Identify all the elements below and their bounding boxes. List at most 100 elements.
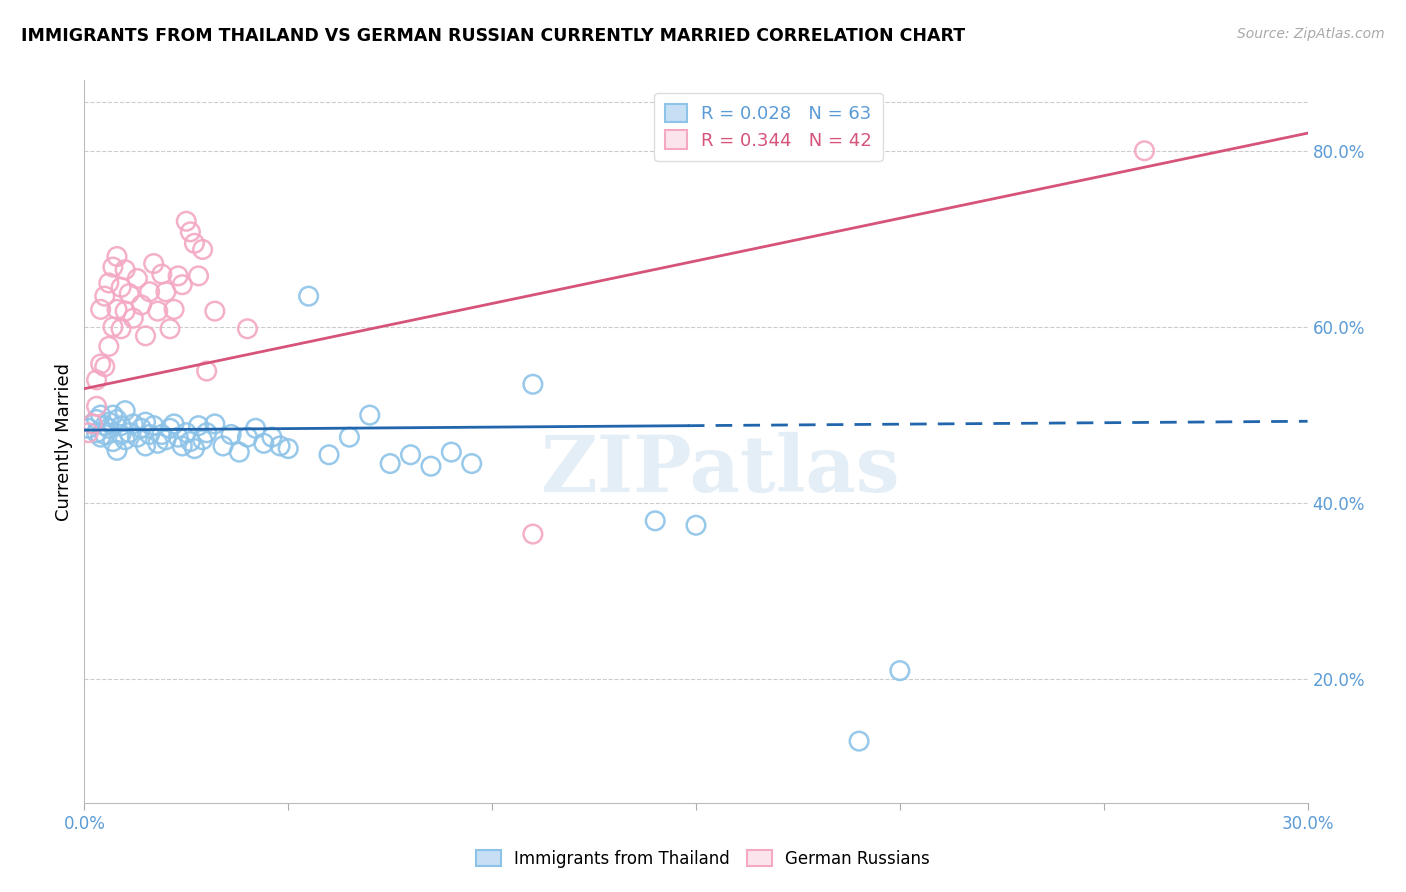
Point [277, 442, 299, 456]
Point [127, 271, 149, 285]
Point [77, 421, 100, 435]
Point [146, 304, 169, 318]
Point [179, 225, 201, 239]
Point [118, 425, 141, 440]
Point [236, 430, 259, 444]
Point [889, 664, 911, 678]
Point [101, 260, 124, 274]
Point [174, 214, 197, 228]
Point [93, 418, 115, 433]
Point [155, 285, 177, 299]
Point [685, 518, 707, 533]
Point [174, 425, 197, 440]
Point [93, 359, 115, 374]
Point [146, 436, 169, 450]
Point [195, 425, 218, 440]
Point [187, 268, 209, 283]
Point [522, 527, 544, 541]
Point [195, 364, 218, 378]
Point [318, 448, 340, 462]
Point [97, 276, 120, 290]
Point [135, 439, 157, 453]
Point [86, 399, 108, 413]
Point [93, 289, 115, 303]
Point [298, 289, 321, 303]
Point [183, 442, 205, 456]
Point [127, 430, 149, 444]
Point [86, 425, 108, 440]
Point [212, 439, 235, 453]
Text: Source: ZipAtlas.com: Source: ZipAtlas.com [1237, 27, 1385, 41]
Point [105, 412, 128, 426]
Point [204, 304, 226, 318]
Point [114, 304, 136, 318]
Point [183, 236, 205, 251]
Point [159, 322, 181, 336]
Point [82, 417, 104, 431]
Point [105, 250, 128, 264]
Point [159, 421, 181, 435]
Point [359, 408, 381, 422]
Point [114, 403, 136, 417]
Point [1133, 144, 1156, 158]
Point [110, 322, 132, 336]
Point [172, 277, 194, 292]
Point [179, 434, 201, 449]
Point [142, 256, 165, 270]
Point [380, 457, 402, 471]
Point [187, 418, 209, 433]
Point [101, 408, 124, 422]
Text: ZIPatlas: ZIPatlas [541, 433, 900, 508]
Point [122, 417, 145, 431]
Point [522, 377, 544, 392]
Point [260, 430, 283, 444]
Point [269, 439, 291, 453]
Point [135, 328, 157, 343]
Point [90, 357, 112, 371]
Point [105, 302, 128, 317]
Point [172, 439, 194, 453]
Point [86, 412, 108, 426]
Legend: Immigrants from Thailand, German Russians: Immigrants from Thailand, German Russian… [470, 844, 936, 875]
Point [219, 427, 242, 442]
Point [93, 427, 115, 442]
Point [155, 433, 177, 447]
Point [191, 243, 214, 257]
Point [131, 421, 153, 435]
Point [236, 322, 259, 336]
Point [118, 286, 141, 301]
Point [82, 417, 104, 431]
Point [110, 280, 132, 294]
Point [90, 408, 112, 422]
Point [138, 285, 160, 299]
Point [644, 514, 666, 528]
Point [167, 268, 190, 283]
Point [167, 430, 190, 444]
Point [150, 267, 173, 281]
Point [86, 373, 108, 387]
Point [77, 425, 100, 440]
Point [420, 459, 443, 474]
Point [245, 421, 267, 435]
Point [163, 302, 186, 317]
Point [110, 427, 132, 442]
Y-axis label: Currently Married: Currently Married [55, 362, 73, 521]
Point [110, 418, 132, 433]
Point [150, 427, 173, 442]
Point [135, 415, 157, 429]
Point [339, 430, 361, 444]
Point [114, 433, 136, 447]
Point [90, 430, 112, 444]
Legend: R = 0.028   N = 63, R = 0.344   N = 42: R = 0.028 N = 63, R = 0.344 N = 42 [654, 93, 883, 161]
Point [90, 302, 112, 317]
Point [191, 433, 214, 447]
Point [253, 436, 276, 450]
Point [101, 434, 124, 449]
Point [163, 417, 186, 431]
Point [105, 443, 128, 458]
Point [97, 421, 120, 435]
Point [101, 320, 124, 334]
Text: IMMIGRANTS FROM THAILAND VS GERMAN RUSSIAN CURRENTLY MARRIED CORRELATION CHART: IMMIGRANTS FROM THAILAND VS GERMAN RUSSI… [21, 27, 965, 45]
Point [114, 262, 136, 277]
Point [97, 415, 120, 429]
